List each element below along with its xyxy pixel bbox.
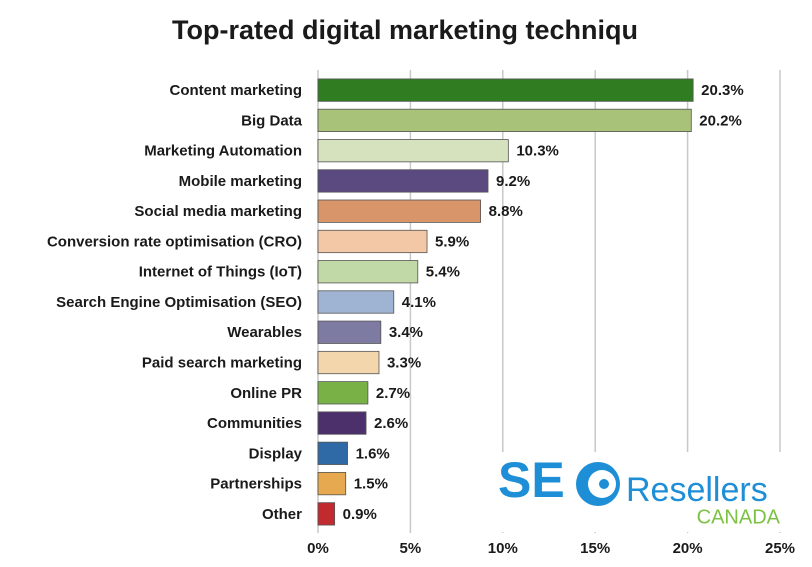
y-tick-label: Big Data — [241, 112, 303, 129]
x-tick-label: 0% — [307, 540, 329, 557]
value-label: 0.9% — [343, 506, 377, 523]
value-label: 20.3% — [701, 82, 744, 99]
y-tick-label: Mobile marketing — [179, 173, 302, 190]
logo: SE Resellers CANADA — [492, 452, 792, 532]
y-tick-label: Marketing Automation — [144, 143, 302, 160]
value-label: 5.9% — [435, 233, 469, 250]
y-tick-label: Conversion rate optimisation (CRO) — [47, 233, 302, 250]
x-tick-label: 20% — [673, 540, 703, 557]
value-label: 3.4% — [389, 324, 423, 341]
value-label: 3.3% — [387, 355, 421, 372]
bar — [317, 441, 348, 465]
y-tick-label: Wearables — [227, 324, 302, 341]
bar — [317, 381, 369, 405]
y-tick-label: Other — [262, 506, 302, 523]
value-label: 1.6% — [356, 445, 390, 462]
bar — [317, 78, 694, 102]
value-label: 20.2% — [699, 112, 742, 129]
value-label: 4.1% — [402, 294, 436, 311]
bar — [317, 169, 489, 193]
x-tick-label: 15% — [580, 540, 610, 557]
y-tick-label: Search Engine Optimisation (SEO) — [56, 294, 302, 311]
y-tick-label: Content marketing — [169, 82, 302, 99]
value-label: 1.5% — [354, 476, 388, 493]
logo-background — [492, 452, 792, 532]
value-label: 9.2% — [496, 173, 530, 190]
x-tick-label: 5% — [400, 540, 422, 557]
bar — [317, 139, 509, 163]
y-tick-label: Partnerships — [210, 476, 302, 493]
bar — [317, 290, 395, 314]
logo-icon — [599, 479, 609, 489]
logo-name: Resellers — [626, 471, 768, 509]
bar — [317, 320, 382, 344]
bar — [317, 199, 482, 223]
value-label: 5.4% — [426, 264, 460, 281]
value-label: 2.7% — [376, 385, 410, 402]
logo-region: CANADA — [697, 506, 781, 528]
y-tick-label: Internet of Things (IoT) — [139, 264, 302, 281]
plot-area: 0% 5% 10% 15% 20% 25% Content marketing 20.3% Bi… — [47, 70, 795, 557]
logo-brand: SE — [498, 452, 565, 508]
y-tick-label: Paid search marketing — [142, 355, 302, 372]
x-tick-label: 25% — [765, 540, 795, 557]
value-label: 10.3% — [516, 143, 559, 160]
bar — [317, 502, 336, 526]
y-tick-label: Display — [249, 445, 303, 462]
bar — [317, 350, 380, 375]
chart-title: Top-rated digital marketing techniqu — [172, 15, 638, 45]
value-label: 8.8% — [489, 203, 523, 220]
y-tick-label: Communities — [207, 415, 302, 432]
value-label: 2.6% — [374, 415, 408, 432]
bar — [317, 472, 347, 496]
bar — [317, 229, 428, 254]
x-tick-label: 10% — [488, 540, 518, 557]
y-tick-label: Online PR — [230, 385, 302, 402]
bar — [317, 260, 419, 284]
bar — [317, 411, 367, 435]
y-tick-label: Social media marketing — [134, 203, 302, 220]
bar — [317, 108, 692, 132]
